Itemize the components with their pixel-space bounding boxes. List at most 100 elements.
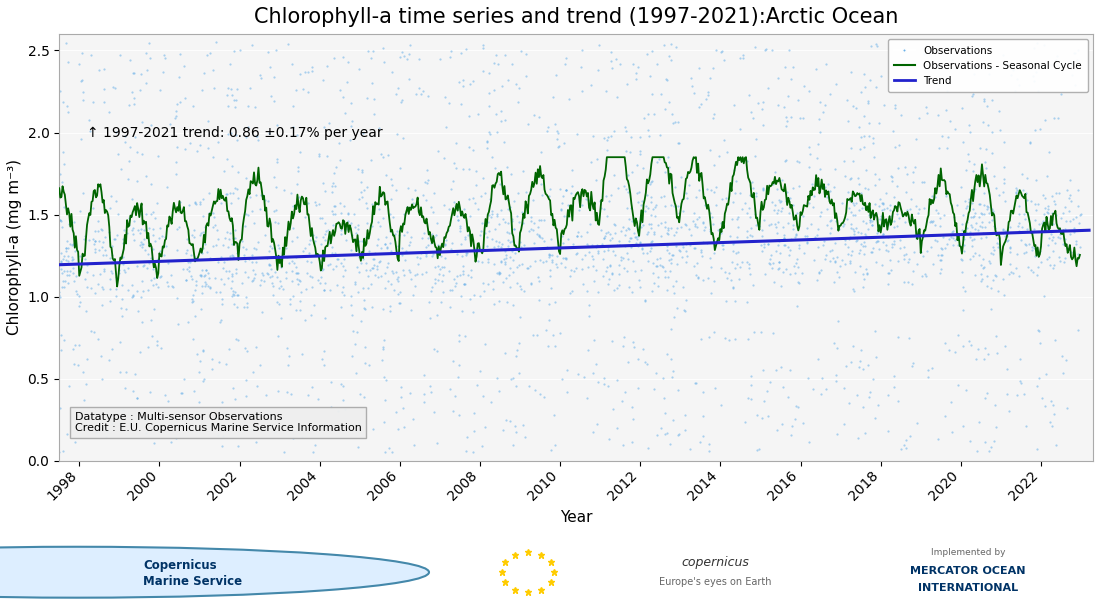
Observations - Seasonal Cycle <box>240 196 253 204</box>
Observations <box>317 230 334 239</box>
Observations <box>307 200 324 210</box>
Observations <box>977 163 994 173</box>
Observations <box>453 307 471 316</box>
Observations <box>861 247 879 257</box>
Observations <box>580 195 597 204</box>
Observations <box>664 366 682 376</box>
Observations <box>138 428 155 438</box>
Observations <box>469 109 486 119</box>
Observations <box>1042 229 1059 239</box>
Observations <box>762 219 780 229</box>
Observations <box>333 261 351 271</box>
Observations <box>975 209 992 218</box>
Observations <box>141 387 158 397</box>
Observations <box>414 234 431 244</box>
Observations <box>510 261 528 271</box>
Observations <box>390 230 408 240</box>
Observations <box>95 84 112 94</box>
Observations <box>645 227 662 237</box>
Observations <box>195 375 212 384</box>
Observations <box>657 168 674 177</box>
Observations <box>984 207 1002 217</box>
Observations <box>883 176 901 186</box>
Observations <box>981 69 999 79</box>
Observations <box>279 39 297 48</box>
Observations <box>370 200 387 209</box>
Observations <box>239 122 256 132</box>
Observations <box>461 79 478 89</box>
Observations <box>812 207 829 217</box>
Observations <box>572 231 590 241</box>
Observations <box>422 239 440 248</box>
Observations <box>949 230 967 239</box>
Observations <box>261 407 278 417</box>
Observations <box>497 217 515 227</box>
Observations <box>674 206 692 215</box>
Observations <box>116 267 133 277</box>
Observations <box>930 84 947 94</box>
Observations <box>852 188 870 198</box>
Observations <box>642 176 660 186</box>
Observations <box>395 219 412 229</box>
Observations <box>1063 70 1080 80</box>
Observations <box>676 306 694 316</box>
Observations <box>638 229 656 239</box>
Observations <box>981 217 999 227</box>
Observations <box>112 294 130 304</box>
Observations <box>334 282 352 292</box>
Observations <box>974 263 991 273</box>
Observations <box>631 149 649 159</box>
Observations <box>653 261 671 271</box>
Observations <box>664 250 682 259</box>
Observations <box>778 196 795 206</box>
Observations <box>35 334 53 343</box>
Observations <box>656 409 673 419</box>
Observations <box>86 239 103 249</box>
Observations <box>839 116 857 125</box>
Observations <box>426 407 443 417</box>
Observations <box>299 88 317 97</box>
Observations <box>763 45 781 55</box>
Observations <box>730 274 748 283</box>
Observations <box>724 239 741 249</box>
Observations <box>363 264 381 274</box>
Observations <box>503 217 520 226</box>
Observations <box>387 406 405 416</box>
Observations <box>1016 239 1034 249</box>
Observations <box>563 286 581 296</box>
Observations <box>283 256 300 266</box>
Observations <box>53 282 70 291</box>
Observations <box>43 42 60 52</box>
Observations <box>1047 54 1065 64</box>
Observations <box>930 250 947 260</box>
Observations <box>1001 247 1019 257</box>
Observations <box>965 47 982 57</box>
Observations <box>948 200 966 210</box>
Observations <box>282 389 299 399</box>
Observations <box>502 237 519 247</box>
Observations <box>849 228 867 237</box>
Observations <box>629 197 647 207</box>
Observations <box>456 250 474 260</box>
Observations <box>955 305 972 315</box>
Observations <box>970 250 988 259</box>
Observations <box>970 200 988 209</box>
Observations <box>981 442 999 452</box>
Observations <box>47 158 65 168</box>
Observations <box>689 258 706 268</box>
Observations <box>235 302 253 312</box>
Observations <box>744 231 761 241</box>
Observations <box>59 278 77 288</box>
Observations <box>578 227 595 237</box>
Observations <box>856 69 873 79</box>
Observations <box>663 250 681 260</box>
Observations <box>199 116 217 126</box>
Observations <box>320 238 338 248</box>
Observations <box>584 368 602 378</box>
Observations <box>756 45 773 55</box>
Observations <box>886 216 903 226</box>
Observations <box>491 179 508 189</box>
Observations <box>629 241 647 251</box>
Observations <box>866 326 883 336</box>
Observations <box>530 231 548 241</box>
